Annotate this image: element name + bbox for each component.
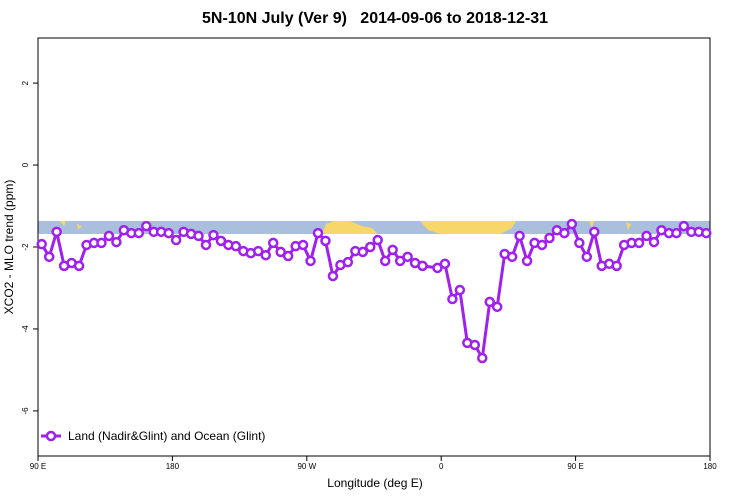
x-tick-label: 90 E	[567, 462, 583, 471]
point	[574, 237, 585, 249]
point	[215, 235, 227, 247]
point	[297, 239, 309, 251]
point	[633, 237, 645, 249]
point	[372, 234, 383, 246]
point	[230, 240, 242, 252]
chart-title: 5N-10N July (Ver 9) 2014-09-06 to 2018-1…	[202, 10, 548, 27]
point	[357, 246, 369, 258]
legend-label: Land (Nadir&Glint) and Ocean (Glint)	[68, 429, 265, 443]
point	[43, 251, 55, 263]
point	[641, 230, 652, 242]
point	[589, 226, 600, 238]
y-tick-label: 0	[21, 162, 30, 167]
x-tick-label: 180	[703, 462, 717, 471]
point	[73, 260, 85, 272]
point	[327, 270, 339, 282]
point	[469, 339, 481, 351]
point	[141, 220, 152, 232]
point	[365, 241, 376, 253]
point	[163, 227, 174, 239]
y-tick-label: -2	[21, 243, 30, 251]
point	[701, 227, 712, 239]
legend: Land (Nadir&Glint) and Ocean (Glint)	[41, 429, 265, 443]
y-tick-label: 2	[21, 80, 30, 85]
point	[581, 251, 593, 263]
point	[671, 227, 682, 239]
point	[506, 251, 518, 263]
point	[514, 230, 525, 242]
point	[417, 260, 428, 272]
point	[111, 236, 122, 248]
point	[103, 230, 115, 242]
y-axis-label: XCO2 - MLO trend (ppm)	[2, 180, 16, 315]
point	[678, 220, 690, 232]
point	[275, 246, 286, 258]
ocean-strip	[38, 221, 710, 234]
legend-marker	[45, 430, 57, 442]
point	[432, 262, 443, 274]
point	[133, 227, 145, 239]
point	[170, 234, 182, 246]
point	[320, 235, 331, 247]
point	[447, 293, 458, 305]
point	[267, 237, 279, 249]
point	[387, 244, 398, 256]
point	[544, 232, 555, 244]
land-patch	[322, 221, 378, 234]
point	[200, 239, 212, 251]
point	[282, 250, 294, 262]
point	[96, 237, 107, 249]
point	[342, 256, 354, 268]
point	[611, 260, 622, 272]
point	[491, 301, 503, 313]
point	[454, 284, 466, 296]
point	[312, 227, 324, 239]
point	[521, 255, 533, 267]
land-patch	[420, 221, 516, 234]
point	[536, 239, 548, 251]
point	[477, 352, 488, 364]
x-tick-label: 90 W	[297, 462, 316, 471]
x-tick-label: 0	[439, 462, 444, 471]
y-tick-label: -4	[21, 325, 30, 333]
point	[394, 255, 406, 267]
point	[305, 255, 316, 267]
x-axis-label: Longitude (deg E)	[327, 476, 422, 490]
point	[208, 229, 219, 241]
x-tick-label: 180	[166, 462, 180, 471]
point	[566, 218, 578, 230]
land-ocean-strip	[38, 221, 710, 234]
point	[439, 258, 451, 270]
point	[253, 245, 264, 257]
point	[402, 251, 413, 263]
point	[260, 249, 271, 261]
point	[559, 227, 570, 239]
point	[648, 236, 660, 248]
x-tick-label: 90 E	[30, 462, 46, 471]
point	[51, 226, 62, 238]
point	[193, 230, 204, 242]
point	[36, 238, 47, 250]
point	[379, 255, 391, 267]
y-tick-label: -6	[21, 407, 30, 415]
point	[484, 296, 495, 308]
